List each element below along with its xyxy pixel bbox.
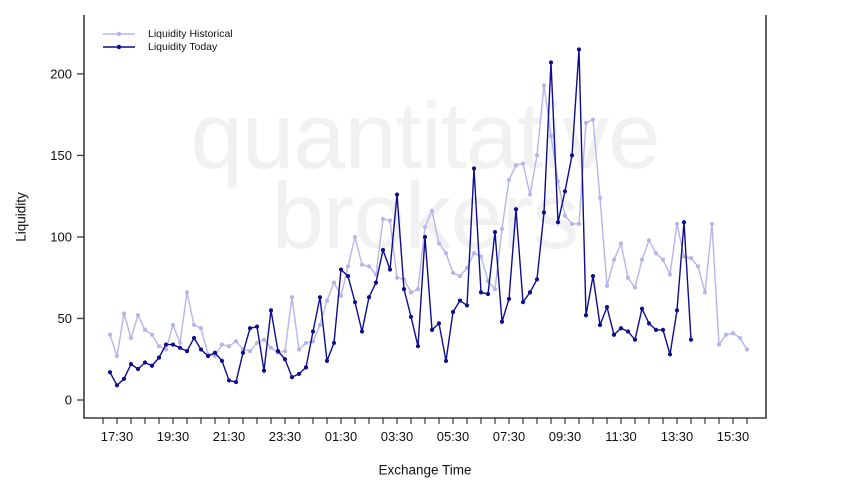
svg-text:09:30: 09:30 xyxy=(549,429,582,444)
legend-item-historical: Liquidity Historical xyxy=(101,28,233,40)
legend-line-today-icon xyxy=(103,44,135,50)
svg-text:13:30: 13:30 xyxy=(661,429,694,444)
svg-text:03:30: 03:30 xyxy=(381,429,414,444)
svg-text:50: 50 xyxy=(58,311,72,326)
svg-text:17:30: 17:30 xyxy=(101,429,134,444)
svg-text:200: 200 xyxy=(50,66,72,81)
svg-text:100: 100 xyxy=(50,229,72,244)
svg-text:07:30: 07:30 xyxy=(493,429,526,444)
svg-text:19:30: 19:30 xyxy=(157,429,190,444)
svg-text:23:30: 23:30 xyxy=(269,429,302,444)
legend-item-today: Liquidity Today xyxy=(101,41,233,53)
legend-line-historical-icon xyxy=(103,31,135,37)
svg-text:0: 0 xyxy=(65,393,72,408)
svg-text:11:30: 11:30 xyxy=(605,429,637,444)
x-axis-title: Exchange Time xyxy=(378,462,472,478)
svg-text:15:30: 15:30 xyxy=(717,429,750,444)
svg-text:21:30: 21:30 xyxy=(213,429,246,444)
svg-text:05:30: 05:30 xyxy=(437,429,470,444)
y-axis-title: Liquidity xyxy=(13,192,29,242)
legend: Liquidity Historical Liquidity Today xyxy=(101,28,233,53)
legend-label-today: Liquidity Today xyxy=(148,41,218,53)
legend-label-historical: Liquidity Historical xyxy=(148,28,233,40)
svg-text:01:30: 01:30 xyxy=(325,429,358,444)
svg-text:150: 150 xyxy=(50,148,72,163)
